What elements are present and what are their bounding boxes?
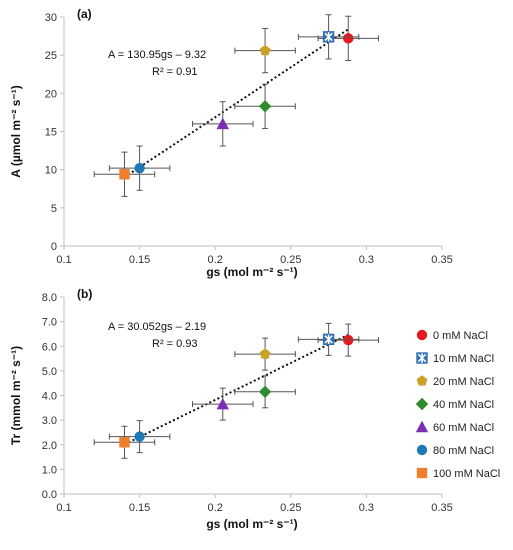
- x-tick-label: 0.25: [280, 502, 301, 514]
- x-tick-label: 0.35: [431, 254, 452, 266]
- panel-label: (a): [77, 7, 92, 21]
- y-tick-label: 10: [45, 165, 57, 177]
- legend-marker: [416, 352, 428, 364]
- y-tick-label: 15: [45, 127, 57, 139]
- y-tick-label: 30: [45, 12, 57, 24]
- panel-label: (b): [77, 287, 92, 301]
- legend-marker-cross: [417, 353, 427, 363]
- legend-marker: [415, 420, 429, 433]
- x-tick-label: 0.1: [56, 254, 71, 266]
- regression-equation: A = 30.052gs – 2.19: [108, 321, 206, 333]
- y-tick-label: 2.0: [42, 440, 57, 452]
- legend-label: 20 mM NaCl: [433, 376, 494, 388]
- chart-panel-b: 0.0 1.0 2.0 3.0 4.0 5.0 6.0 7.0 8.0 0.1 0.15 0.2 0.2…: [9, 287, 500, 531]
- legend-label: 60 mM NaCl: [433, 422, 494, 434]
- r-squared-label: R² = 0.93: [152, 338, 198, 350]
- data-point: [258, 100, 272, 113]
- legend-marker: [416, 375, 428, 386]
- y-axis-title: A (µmol m⁻² s⁻¹): [9, 85, 23, 177]
- x-tick-label: 0.2: [208, 502, 223, 514]
- data-point: [216, 397, 229, 410]
- legend-label: 100 mM NaCl: [433, 468, 500, 480]
- regression-equation: A = 130.95gs – 9.32: [108, 49, 206, 61]
- x-axis-title: gs (mol m⁻² s⁻¹): [206, 265, 297, 279]
- y-tick-label: 6.0: [42, 341, 57, 353]
- chart-panel-a: 0 5 10 15 20 25 30 0.1 0.15 0.2 0.25 0.3 0.35 gs (mol…: [9, 7, 453, 279]
- legend-marker: [416, 329, 428, 341]
- data-point: [343, 334, 354, 346]
- y-tick-label: 8.0: [42, 292, 57, 304]
- legend-marker: [416, 444, 428, 456]
- x-tick-label: 0.3: [359, 254, 374, 266]
- data-point: [322, 31, 335, 43]
- x-tick-label: 0.15: [129, 502, 150, 514]
- data-point: [134, 162, 145, 174]
- legend-label: 10 mM NaCl: [433, 353, 494, 365]
- y-tick-label: 20: [45, 88, 57, 100]
- y-axis-title: Tr (mmol m⁻² s⁻¹): [9, 346, 23, 445]
- x-tick-label: 0.1: [56, 502, 71, 514]
- x-tick-label: 0.15: [129, 254, 150, 266]
- data-point-cross: [324, 334, 333, 345]
- y-tick-label: 5: [51, 203, 57, 215]
- data-point: [259, 348, 271, 359]
- x-tick-label: 0.2: [208, 254, 223, 266]
- x-tick-label: 0.3: [359, 502, 374, 514]
- data-point: [119, 437, 130, 448]
- data-point: [259, 44, 271, 56]
- data-point: [216, 117, 229, 130]
- r-squared-label: R² = 0.91: [152, 66, 198, 78]
- y-tick-label: 4.0: [42, 391, 57, 403]
- legend-label: 0 mM NaCl: [433, 330, 488, 342]
- y-tick-label: 0.0: [42, 489, 57, 501]
- y-tick-label: 1.0: [42, 464, 57, 476]
- legend-label: 40 mM NaCl: [433, 399, 494, 411]
- y-tick-label: 25: [45, 50, 57, 62]
- legend: 0 mM NaCl 10 mM NaCl 20 mM NaCl 40 mM NaCl 6…: [415, 329, 500, 480]
- y-tick-label: 0: [51, 241, 57, 253]
- data-point: [119, 169, 130, 180]
- data-point: [322, 333, 335, 346]
- y-tick-label: 7.0: [42, 317, 57, 329]
- data-point: [343, 33, 354, 44]
- legend-label: 80 mM NaCl: [433, 445, 494, 457]
- y-tick-label: 3.0: [42, 415, 57, 427]
- trend-line: [124, 333, 349, 446]
- legend-marker: [416, 467, 428, 479]
- data-point-cross: [324, 32, 333, 42]
- y-tick-label: 5.0: [42, 366, 57, 378]
- legend-marker: [415, 397, 429, 411]
- x-tick-label: 0.35: [431, 502, 452, 514]
- x-tick-label: 0.25: [280, 254, 301, 266]
- x-axis-title: gs (mol m⁻² s⁻¹): [206, 517, 297, 531]
- data-point: [258, 385, 272, 399]
- data-point: [134, 431, 145, 442]
